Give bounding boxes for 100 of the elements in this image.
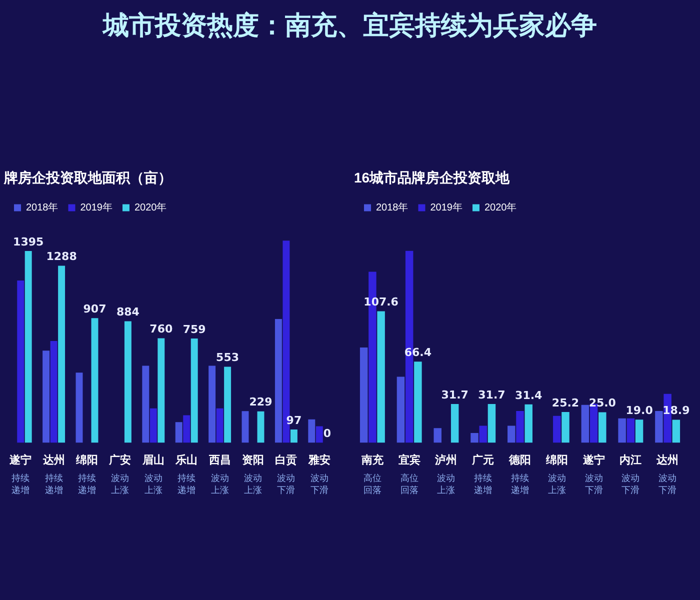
data-label: 907 (83, 302, 106, 316)
data-label: 1288 (46, 250, 77, 264)
bar (42, 350, 50, 443)
bar (360, 347, 368, 443)
bar (142, 366, 150, 443)
bar (24, 250, 32, 443)
text: 波动上涨 (210, 472, 229, 496)
text: 波动下滑 (622, 472, 640, 496)
bar (91, 318, 98, 443)
bar (470, 433, 478, 443)
x-tick-label: 广安 (108, 453, 132, 466)
text: 高位回落 (363, 472, 382, 496)
legend-label: 2019年 (430, 202, 462, 214)
bar (316, 426, 323, 443)
bar (290, 429, 298, 443)
x-tick-label: 达州 (42, 453, 65, 466)
bar (17, 280, 24, 443)
bar (581, 404, 590, 443)
data-label: 31.7 (441, 388, 468, 402)
bar (150, 408, 157, 443)
bar (598, 412, 606, 443)
bar (308, 419, 316, 443)
chart-title: 牌房企投资取地面积（亩） (3, 169, 172, 186)
bar (257, 411, 264, 443)
x-tick-label: 白贡 (275, 453, 298, 466)
bar (508, 426, 516, 443)
data-label: 1395 (13, 235, 44, 248)
x-tick-label: 南充 (360, 453, 384, 466)
bar (58, 266, 66, 443)
text: 波动下滑 (277, 472, 296, 496)
bar (562, 412, 570, 443)
text: 波动上涨 (111, 472, 130, 496)
text: 持续递增 (78, 472, 96, 496)
text: 高位回落 (400, 472, 418, 496)
bar (672, 420, 680, 443)
text: 波动下滑 (584, 472, 603, 496)
data-label: 31.7 (478, 388, 506, 402)
text: 波动上涨 (548, 472, 566, 496)
data-label: 553 (216, 351, 240, 364)
bar (175, 422, 182, 443)
bar (434, 428, 442, 443)
data-label: 759 (182, 322, 206, 336)
bar (183, 415, 190, 443)
bar (124, 321, 132, 443)
x-tick-label: 资阳 (242, 453, 264, 466)
text: 波动上涨 (244, 472, 262, 496)
x-tick-label: 泸州 (434, 453, 458, 466)
bar (274, 319, 282, 443)
data-label: 25.2 (552, 396, 580, 410)
bar (377, 311, 385, 443)
text: 持续递增 (178, 472, 196, 496)
x-tick-label: 绵阳 (75, 453, 98, 466)
bar (524, 404, 532, 443)
x-tick-label: 绵阳 (544, 453, 568, 466)
bar (190, 338, 198, 443)
data-label: 31.4 (515, 388, 543, 402)
bar (618, 418, 626, 443)
chart-title: 16城市品牌房企投资取地 (354, 169, 511, 186)
bar (450, 404, 459, 443)
bar (516, 411, 524, 443)
text: 持续递增 (44, 472, 63, 496)
text: 持续递增 (474, 472, 492, 496)
x-tick-label: 广元 (471, 453, 494, 466)
text: 波动上涨 (144, 472, 162, 496)
x-tick-label: 雅安 (307, 453, 330, 466)
bar (553, 416, 561, 443)
legend-label: 2020年 (484, 202, 517, 214)
data-label: 0 (323, 427, 332, 440)
bar (479, 426, 487, 443)
x-tick-label: 德阳 (508, 453, 531, 466)
x-tick-label: 眉山 (141, 453, 164, 466)
bar (488, 404, 496, 443)
text: 波动上涨 (437, 472, 456, 496)
x-tick-label: 内江 (620, 453, 642, 466)
text: 持续递增 (511, 472, 529, 496)
bar (396, 376, 405, 443)
x-tick-label: 宜宾 (398, 453, 420, 466)
text: 持续递增 (12, 472, 30, 496)
bar (242, 411, 249, 443)
text: 波动下滑 (658, 472, 677, 496)
bar (158, 338, 165, 443)
bar (76, 372, 83, 443)
data-label: 760 (150, 322, 173, 336)
text: 城市投资热度：南充、宜宾持续为兵家必争 (101, 10, 598, 43)
data-label: 884 (116, 306, 140, 319)
bar (224, 366, 232, 443)
x-tick-label: 遂宁 (8, 453, 32, 466)
bar (50, 341, 58, 443)
data-label: 25.0 (588, 396, 616, 410)
bar (626, 418, 635, 443)
bar (208, 366, 216, 443)
legend-label: 2018年 (26, 202, 58, 214)
legend-label: 2018年 (376, 202, 408, 214)
legend-label: 2020年 (134, 202, 167, 214)
legend-label: 2019年 (80, 202, 112, 214)
x-tick-label: 西昌 (208, 454, 231, 466)
bar (635, 420, 644, 443)
x-tick-label: 遂宁 (582, 453, 605, 466)
bar (414, 362, 422, 443)
data-label: 229 (249, 396, 272, 409)
